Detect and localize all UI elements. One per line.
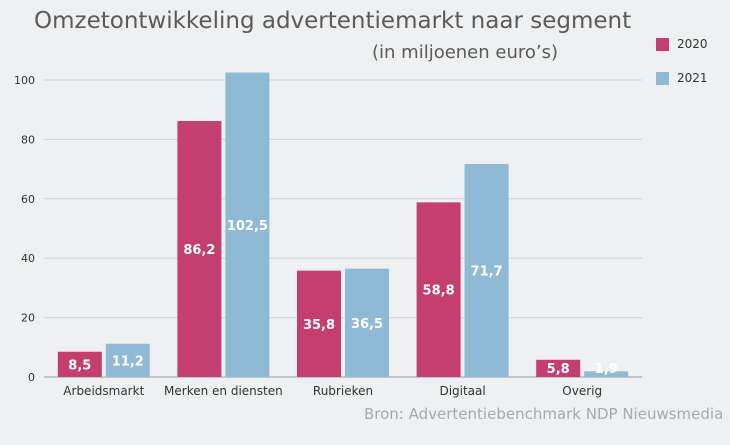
data-label-2021-arbeidsmarkt: 11,2 (112, 354, 144, 369)
legend-item-2020: 2020 (656, 36, 708, 52)
bar-2020-rubrieken (297, 270, 341, 377)
source-note: Bron: Advertentiebenchmark NDP Nieuwsmed… (364, 405, 724, 423)
data-label-2020-merken-en-diensten: 86,2 (183, 243, 215, 258)
legend: 2020 2021 (656, 36, 708, 104)
y-tick-label-40: 40 (21, 252, 35, 265)
chart-title: Omzetontwikkeling advertentiemarkt naar … (34, 8, 632, 34)
bar-2020-arbeidsmarkt (57, 351, 102, 377)
data-label-2020-rubrieken: 35,8 (303, 318, 335, 333)
y-tick-label-80: 80 (21, 133, 35, 146)
legend-item-2021: 2021 (656, 70, 708, 86)
data-label-2021-merken-en-diensten: 102,5 (227, 219, 268, 234)
chart-subtitle: (in miljoenen euro’s) (372, 42, 559, 63)
data-label-2021-rubrieken: 36,5 (351, 317, 383, 332)
y-tick-label-100: 100 (14, 74, 35, 87)
bar-2021-overig (584, 371, 629, 377)
bar-2020-merken-en-diensten (177, 120, 222, 378)
data-label-2020-arbeidsmarkt: 8,5 (68, 358, 91, 373)
data-label-2020-digitaal: 58,8 (423, 284, 455, 299)
y-tick-label-0: 0 (28, 371, 35, 384)
bar-2020-digitaal (416, 202, 461, 377)
bar-2021-arbeidsmarkt (105, 343, 150, 377)
data-label-2021-overig: 1,9 (595, 362, 618, 377)
bar-2021-digitaal (464, 164, 509, 377)
data-label-2020-overig: 5,8 (547, 362, 570, 377)
legend-swatch-2020 (656, 37, 669, 51)
x-tick-label-merken-en-diensten: Merken en diensten (164, 384, 283, 398)
x-tick-label-rubrieken: Rubrieken (313, 384, 373, 398)
bar-2020-overig (536, 359, 581, 377)
legend-swatch-2021 (656, 71, 669, 85)
x-tick-label-digitaal: Digitaal (439, 384, 485, 398)
legend-label-2021: 2021 (677, 71, 708, 85)
x-tick-label-arbeidsmarkt: Arbeidsmarkt (63, 384, 144, 398)
y-tick-label-60: 60 (21, 193, 35, 206)
x-tick-label-overig: Overig (562, 384, 602, 398)
y-tick-label-20: 20 (21, 312, 35, 325)
bar-2021-merken-en-diensten (225, 72, 270, 377)
bar-2021-rubrieken (345, 268, 389, 377)
legend-label-2020: 2020 (677, 37, 708, 51)
data-label-2021-digitaal: 71,7 (471, 265, 503, 280)
